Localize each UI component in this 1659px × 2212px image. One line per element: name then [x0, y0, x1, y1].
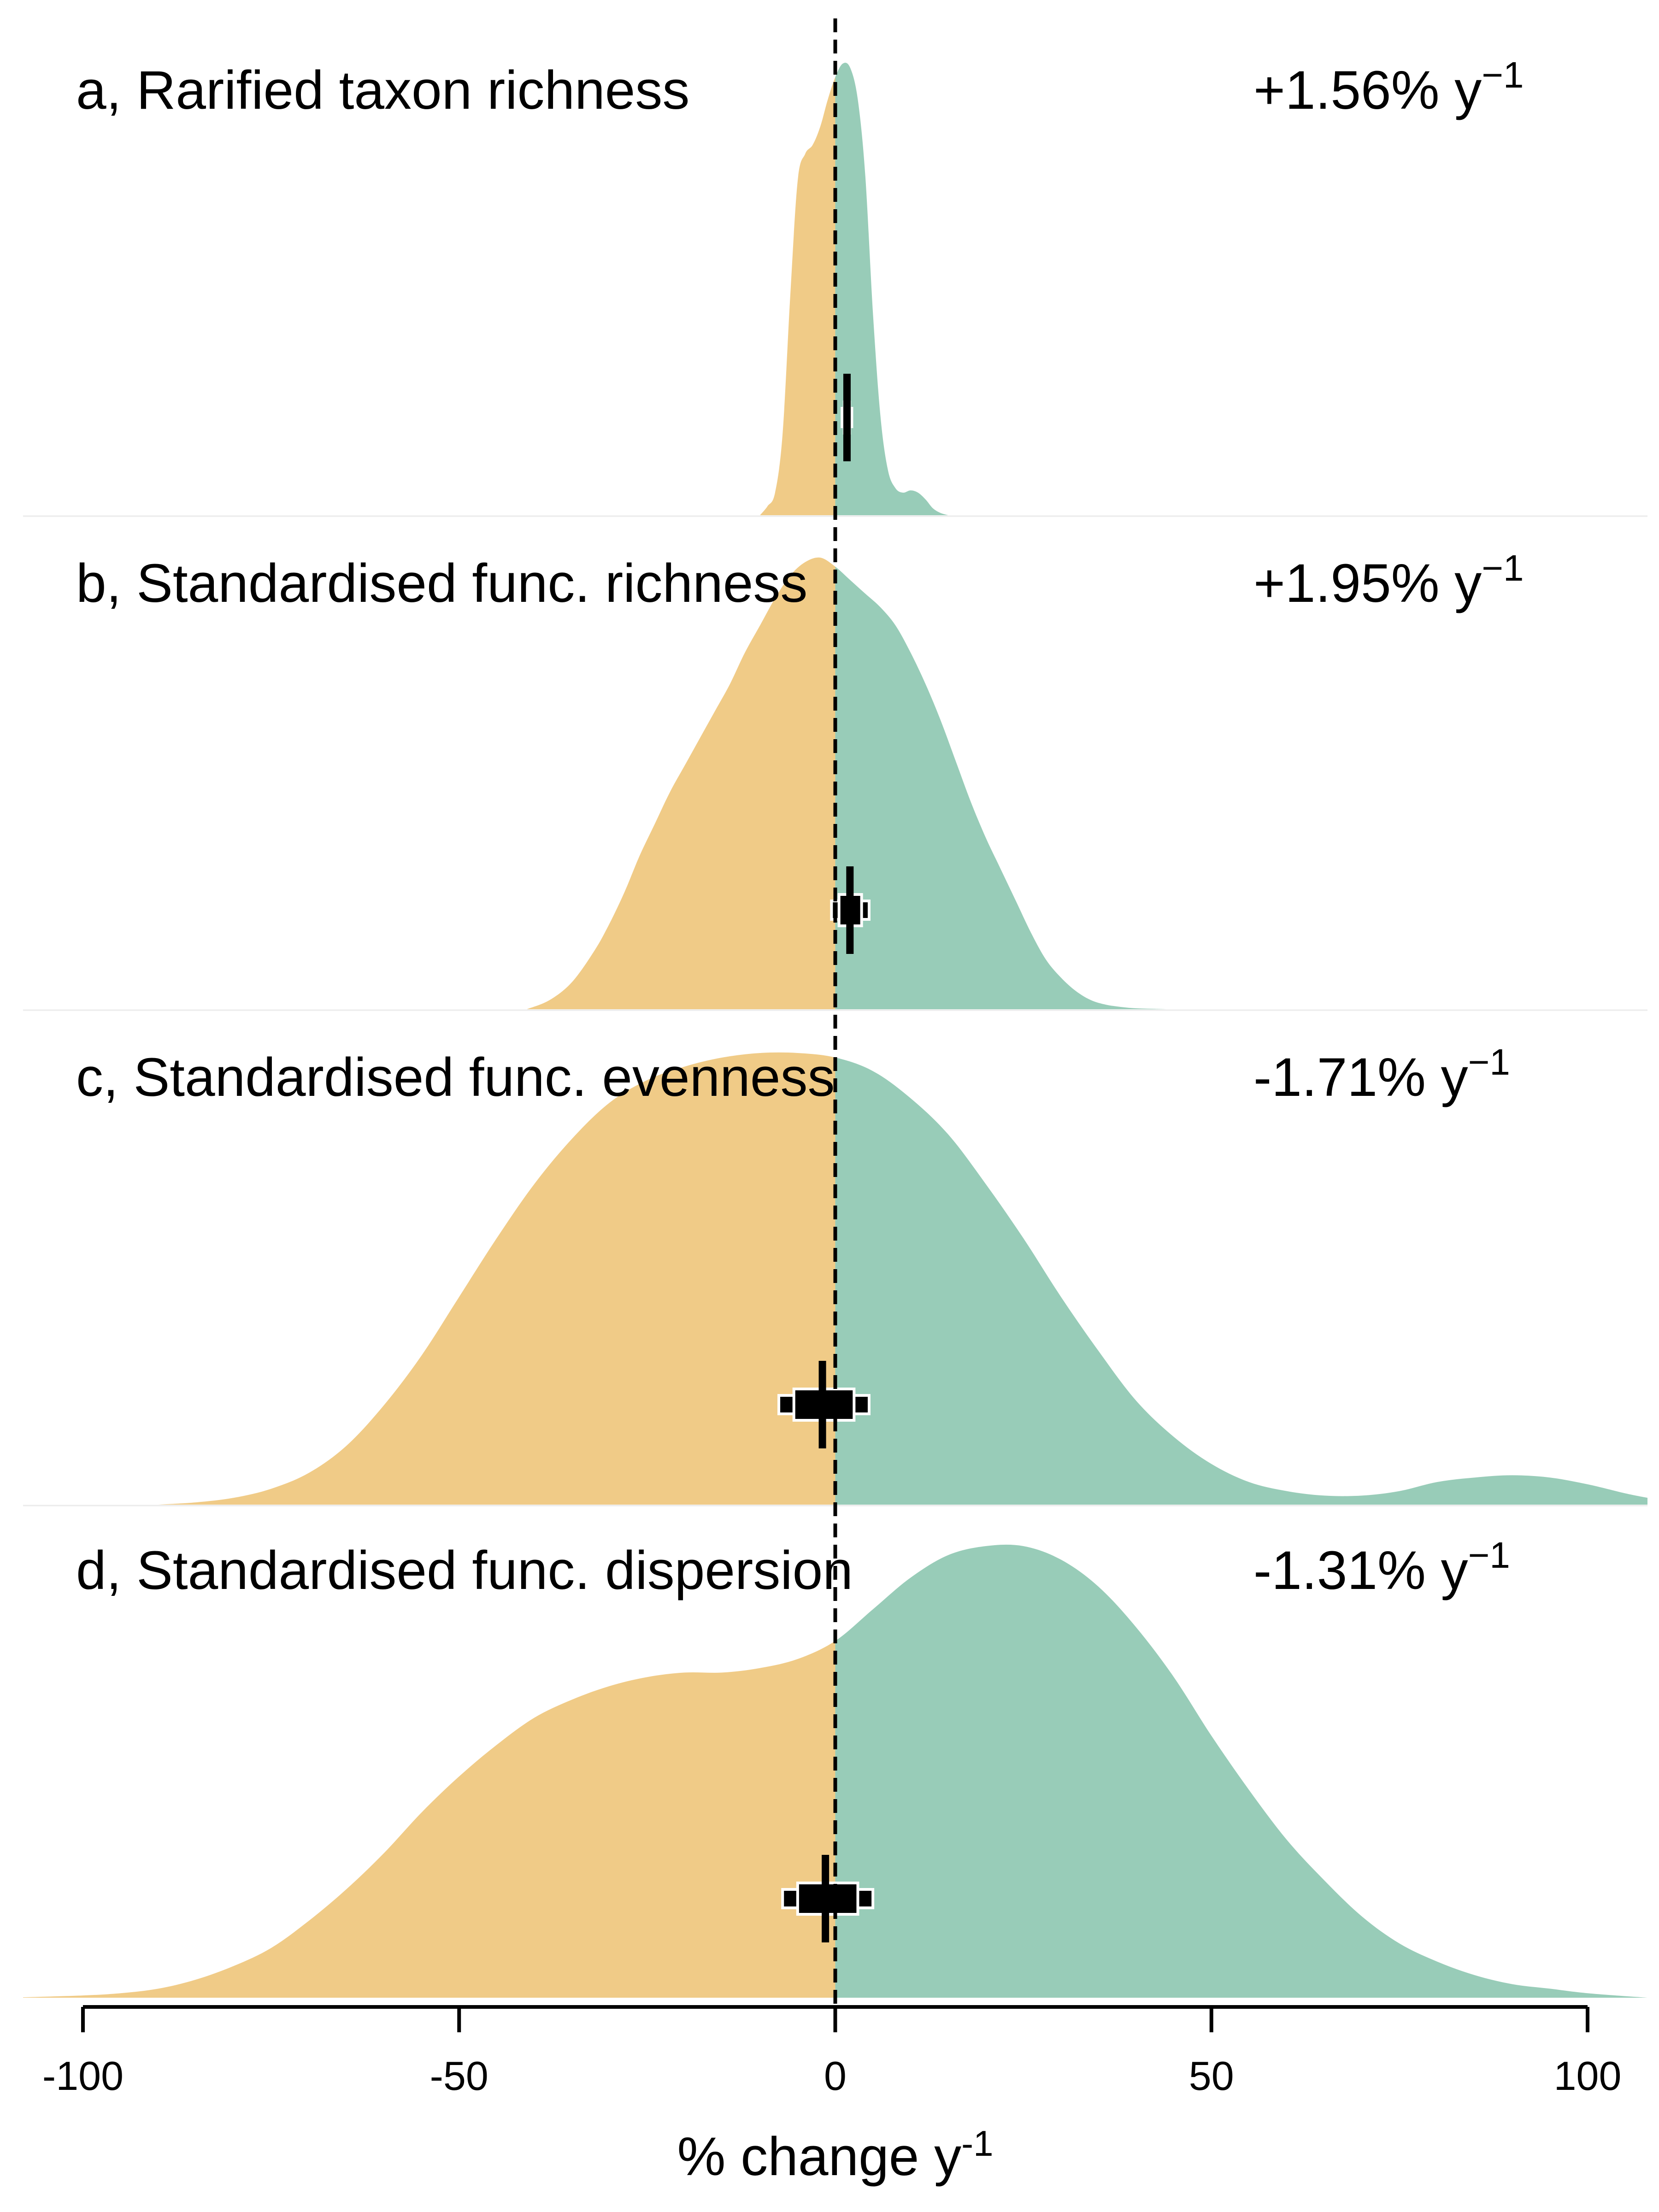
x-axis-ticks: -100 -50 0 50 100	[42, 2007, 1621, 2099]
panel-a: a, Rarified taxon richness +1.56% y−1	[76, 54, 1524, 515]
x-tick-label: 0	[824, 2053, 847, 2099]
density-positive-area	[835, 566, 1166, 1009]
panels: a, Rarified taxon richness +1.56% y−1b, S…	[23, 54, 1647, 1998]
panel-label: d, Standardised func. dispersion	[76, 1540, 853, 1601]
density-negative-area	[760, 77, 835, 515]
panel-rate-value: +1.56% y	[1253, 60, 1482, 121]
density-a	[760, 63, 948, 515]
density-positive-area	[835, 1057, 1647, 1505]
panel-rate: -1.31% y−1	[1253, 1535, 1510, 1601]
estimate-marker	[777, 1361, 871, 1448]
x-axis-title: % change y-1	[677, 2123, 994, 2187]
panel-rate-exponent: −1	[1482, 547, 1524, 588]
estimate-marker	[781, 1855, 875, 1942]
density-negative-area	[23, 1641, 835, 1998]
x-tick-label: -50	[430, 2053, 488, 2099]
panel-label: a, Rarified taxon richness	[76, 60, 689, 121]
panel-b: b, Standardised func. richness +1.95% y−1	[76, 547, 1524, 1009]
density-negative-area	[527, 557, 835, 1009]
panel-rate-exponent: −1	[1468, 1535, 1510, 1576]
panel-c: c, Standardised func. evenness -1.71% y−1	[76, 1041, 1647, 1505]
x-tick-label: -100	[42, 2053, 124, 2099]
panel-rate-exponent: −1	[1482, 54, 1524, 95]
panel-rate-exponent: −1	[1468, 1041, 1510, 1082]
density-d	[23, 1544, 1647, 1998]
panel-label: c, Standardised func. evenness	[76, 1047, 835, 1108]
panel-rate-value: -1.71% y	[1253, 1047, 1468, 1108]
x-axis: -100 -50 0 50 100	[42, 2005, 1621, 2099]
panel-label: b, Standardised func. richness	[76, 553, 807, 614]
panel-rate: +1.95% y−1	[1253, 547, 1524, 614]
panel-rate-value: +1.95% y	[1253, 553, 1482, 614]
density-positive-area	[835, 63, 948, 515]
estimate-marker	[830, 866, 871, 954]
panel-rate: -1.71% y−1	[1253, 1041, 1510, 1108]
x-tick-label: 50	[1189, 2053, 1234, 2099]
estimate-marker	[841, 374, 853, 461]
density-negative-area	[158, 1052, 835, 1505]
panel-rate-value: -1.31% y	[1253, 1540, 1468, 1601]
panel-rate: +1.56% y−1	[1253, 54, 1524, 121]
panel-d: d, Standardised func. dispersion -1.31% y…	[23, 1535, 1647, 1998]
x-tick-label: 100	[1554, 2053, 1622, 2099]
density-c	[158, 1052, 1647, 1505]
x-axis-title-exponent: -1	[961, 2123, 993, 2164]
density-b	[527, 557, 1166, 1009]
x-axis-title-text: % change y	[677, 2126, 962, 2187]
density-positive-area	[835, 1544, 1647, 1998]
